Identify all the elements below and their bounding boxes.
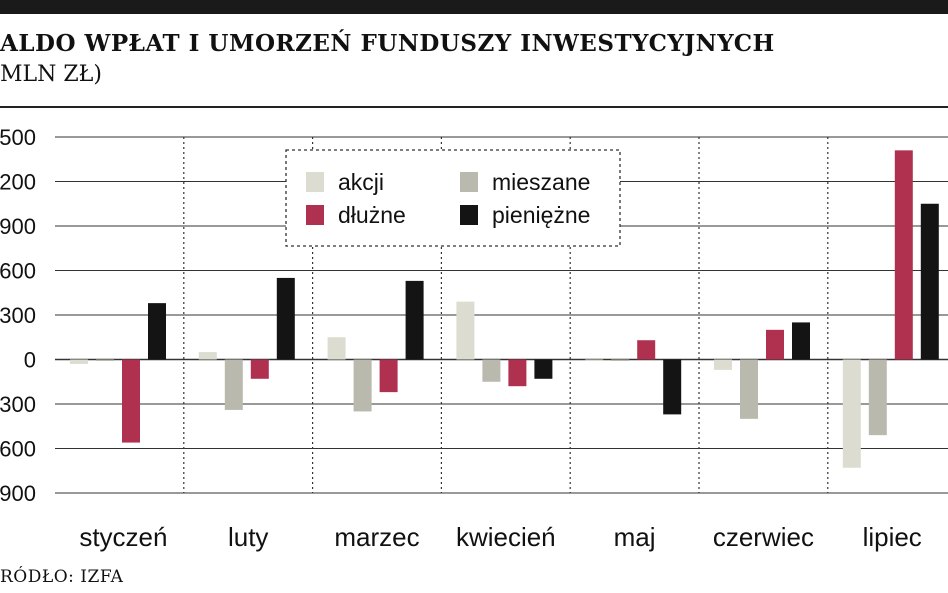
legend-swatch	[460, 172, 478, 192]
bar	[637, 340, 656, 360]
bar	[379, 359, 398, 393]
y-tick-label: 0	[24, 348, 36, 373]
legend-swatch	[306, 172, 324, 192]
bar	[456, 301, 475, 360]
source-note: RÓDŁO: IZFA	[0, 567, 124, 587]
bar	[250, 359, 269, 379]
legend: akcji dłużne mieszane pieniężne	[285, 149, 621, 247]
legend-label: pieniężne	[492, 202, 590, 228]
legend-swatch	[460, 205, 478, 225]
x-category-label: styczeń	[79, 522, 167, 552]
bar	[482, 359, 501, 382]
y-tick-label: -300	[0, 392, 36, 417]
bar	[714, 359, 732, 370]
legend-label: mieszane	[492, 169, 590, 195]
legend-box	[285, 149, 621, 247]
x-category-label: lipiec	[863, 522, 922, 552]
bar	[353, 359, 372, 412]
bar	[405, 280, 424, 360]
bar	[508, 359, 527, 387]
bar	[224, 359, 243, 410]
legend-label: akcji	[338, 169, 384, 195]
x-category-label: luty	[228, 522, 268, 552]
bar	[198, 352, 217, 360]
y-tick-label: 300	[0, 303, 36, 328]
legend-swatch	[306, 205, 324, 225]
bar	[327, 337, 346, 360]
bar	[276, 277, 295, 360]
chart-title: ALDO WPŁAT I UMORZEŃ FUNDUSZY INWESTYCYJ…	[0, 30, 775, 57]
bar	[766, 329, 784, 360]
category-separators	[183, 137, 829, 493]
chart-subtitle: MLN ZŁ)	[0, 62, 102, 87]
bar	[842, 359, 861, 468]
y-tick-label: -600	[0, 437, 36, 462]
title-rule	[0, 106, 948, 108]
bar	[148, 303, 166, 360]
y-tick-label: 900	[0, 214, 36, 239]
x-category-label: czerwiec	[713, 522, 814, 552]
bars	[70, 150, 939, 468]
y-tick-label: 1500	[0, 125, 36, 150]
bar	[122, 359, 140, 443]
bar	[611, 359, 630, 361]
x-axis-labels: styczeń luty marzec kwiecień maj czerwiec lipi…	[79, 522, 922, 552]
bar	[70, 359, 88, 364]
top-bar	[0, 0, 948, 14]
x-category-label: marzec	[334, 522, 419, 552]
x-category-label: kwiecień	[456, 522, 556, 552]
bar	[585, 359, 604, 361]
chart: 1500 1200 900 600 300 0 -300 -600 -900 styczeń lu…	[0, 125, 948, 552]
bar	[96, 359, 114, 361]
bar	[534, 359, 553, 379]
x-category-label: maj	[614, 522, 656, 552]
y-tick-label: 600	[0, 259, 36, 284]
bar	[663, 359, 682, 415]
bar	[868, 359, 887, 436]
y-tick-label: 1200	[0, 170, 36, 195]
bar	[792, 322, 810, 360]
legend-label: dłużne	[338, 202, 406, 228]
y-axis-ticks: 1500 1200 900 600 300 0 -300 -600 -900	[0, 125, 36, 506]
bar	[920, 203, 939, 360]
bar	[740, 359, 758, 419]
bar	[894, 150, 913, 360]
y-tick-label: -900	[0, 481, 36, 506]
